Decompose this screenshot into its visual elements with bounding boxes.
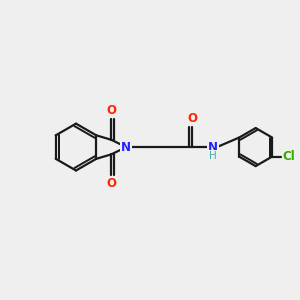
Text: H: H [209,151,217,161]
Text: N: N [121,141,131,154]
Text: O: O [106,177,116,190]
Text: O: O [187,112,197,125]
Text: Cl: Cl [282,150,295,163]
Text: N: N [208,141,218,154]
Text: O: O [106,104,116,117]
